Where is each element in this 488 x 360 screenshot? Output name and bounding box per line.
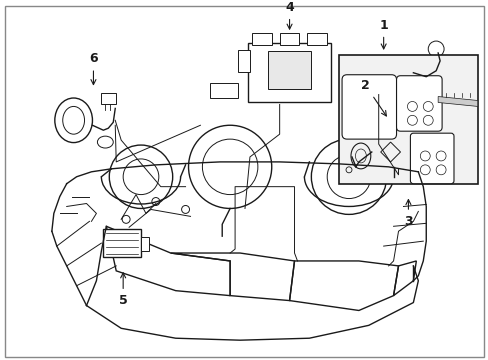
Bar — [141, 237, 149, 251]
Text: 2: 2 — [361, 79, 386, 116]
FancyBboxPatch shape — [409, 133, 453, 184]
Bar — [247, 43, 330, 103]
Text: 5: 5 — [119, 273, 127, 307]
Bar — [210, 83, 238, 98]
FancyBboxPatch shape — [342, 75, 396, 139]
Bar — [267, 51, 311, 89]
Bar — [338, 55, 477, 184]
Bar — [101, 93, 116, 104]
Bar — [358, 57, 412, 95]
Text: 4: 4 — [285, 1, 293, 29]
Text: 1: 1 — [379, 19, 387, 49]
FancyBboxPatch shape — [396, 76, 441, 131]
Bar — [363, 63, 385, 91]
Bar — [251, 33, 271, 45]
Bar — [307, 33, 326, 45]
Bar — [279, 33, 299, 45]
Bar — [238, 50, 249, 72]
Text: 6: 6 — [89, 53, 98, 85]
Text: 3: 3 — [403, 199, 412, 228]
Bar — [103, 229, 141, 257]
Polygon shape — [437, 96, 477, 107]
